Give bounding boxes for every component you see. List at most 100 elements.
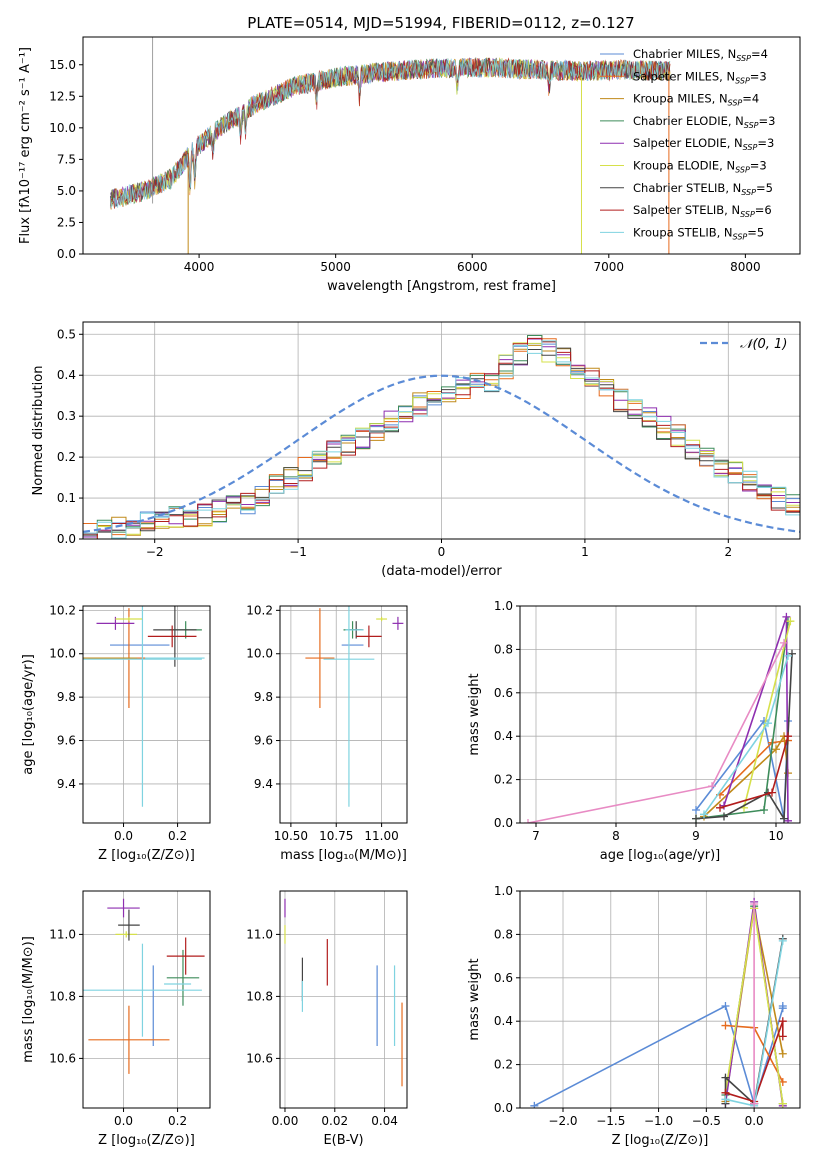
chart-age-vs-mass: 10.50 10.75 11.00 9.4 9.6 9.8 10.0 10.2 mass [lo… bbox=[246, 603, 408, 863]
x-tick-label: −1.5 bbox=[596, 1114, 625, 1128]
spectrum-line-8 bbox=[109, 58, 671, 208]
chart-mass-vs-ebv: 0.00 0.02 0.04 10.6 10.8 11.0 E(B-V) bbox=[246, 890, 408, 1148]
x-tick-label: 10 bbox=[768, 829, 783, 843]
x-tick-label: 0.0 bbox=[114, 829, 133, 843]
errorbars bbox=[305, 606, 404, 807]
x-tick-label: 9 bbox=[692, 829, 700, 843]
y-axis-label: age [log₁₀(age/yr)] bbox=[21, 654, 36, 775]
y-tick-label: 9.6 bbox=[254, 734, 273, 748]
weight-marker bbox=[721, 1021, 730, 1030]
chart-spectrum: 4000 5000 6000 7000 8000 0.0 2.5 5.0 7.5 10.0 12.5… bbox=[18, 36, 801, 294]
y-tick-label: 1.0 bbox=[494, 599, 513, 613]
legend-label: Salpeter STELIB, NSSP=6 bbox=[633, 203, 772, 219]
x-tick-label: 8 bbox=[612, 829, 620, 843]
y-tick-label: 0.0 bbox=[57, 247, 76, 261]
normal-curve bbox=[83, 374, 800, 533]
y-tick-label: 5.0 bbox=[57, 184, 76, 198]
chart-residuals: −2 −1 0 1 2 0.0 0.1 0.2 0.3 0.4 0.5 (data-model)/er… bbox=[31, 321, 801, 579]
legend-label: Kroupa MILES, NSSP=4 bbox=[633, 92, 759, 108]
x-axis-label: E(B-V) bbox=[323, 1133, 363, 1148]
x-axis-label: age [log₁₀(age/yr)] bbox=[600, 848, 721, 863]
weight-line-5 bbox=[743, 621, 792, 808]
histograms bbox=[83, 335, 800, 539]
weight-marker bbox=[768, 788, 776, 797]
y-tick-label: 9.4 bbox=[254, 777, 273, 791]
y-tick-label: 0.8 bbox=[494, 642, 513, 656]
axes-frame bbox=[279, 605, 408, 824]
spectrum-lines bbox=[109, 37, 671, 254]
axes-frame bbox=[82, 605, 211, 824]
x-axis-label: Z [log₁₀(Z/Z⊙)] bbox=[98, 848, 195, 863]
x-tick-label: 0.00 bbox=[272, 1114, 299, 1128]
figure-title: PLATE=0514, MJD=51994, FIBERID=0112, z=0… bbox=[247, 14, 634, 32]
y-tick-label: 10.6 bbox=[246, 1051, 273, 1065]
histogram-3 bbox=[83, 335, 800, 539]
y-axis-label: mass [log₁₀(M/M⊙)] bbox=[21, 936, 36, 1063]
x-tick-label: 0 bbox=[438, 545, 446, 559]
spectrum-legend: Chabrier MILES, NSSP=4 Salpeter MILES, NS… bbox=[600, 47, 775, 241]
axes-frame bbox=[82, 890, 211, 1109]
y-tick-label: 0.2 bbox=[494, 773, 513, 787]
y-tick-label: 0.2 bbox=[494, 1058, 513, 1072]
y-tick-label: 2.5 bbox=[57, 215, 76, 229]
x-axis-label: (data-model)/error bbox=[381, 564, 502, 579]
axes-frame bbox=[82, 321, 801, 540]
legend-label: Salpeter ELODIE, NSSP=3 bbox=[633, 136, 774, 152]
x-axis-label: Z [log₁₀(Z/Z⊙)] bbox=[612, 1133, 709, 1148]
histogram-1 bbox=[83, 335, 800, 539]
y-tick-label: 0.3 bbox=[57, 409, 76, 423]
x-tick-label: 10.50 bbox=[274, 829, 308, 843]
y-tick-label: 9.6 bbox=[57, 734, 76, 748]
y-tick-label: 9.8 bbox=[57, 690, 76, 704]
x-tick-label: 11.00 bbox=[364, 829, 398, 843]
x-tick-label: 5000 bbox=[320, 260, 351, 274]
y-tick-label: 0.4 bbox=[57, 368, 76, 382]
x-tick-label: 4000 bbox=[184, 260, 215, 274]
y-tick-label: 0.6 bbox=[494, 686, 513, 700]
y-tick-label: 15.0 bbox=[49, 58, 76, 72]
weight-marker bbox=[750, 1099, 759, 1108]
x-tick-label: 7 bbox=[532, 829, 540, 843]
y-tick-label: 7.5 bbox=[57, 152, 76, 166]
x-tick-label: 1 bbox=[581, 545, 589, 559]
errorbars bbox=[284, 898, 403, 1087]
weight-marker bbox=[750, 900, 759, 909]
x-tick-label: 0.2 bbox=[168, 1114, 187, 1128]
weight-marker bbox=[780, 814, 788, 823]
x-tick-label: −1.0 bbox=[644, 1114, 673, 1128]
y-tick-label: 10.2 bbox=[246, 603, 273, 617]
spectrum-line-2 bbox=[109, 58, 671, 210]
y-tick-label: 10.8 bbox=[49, 989, 76, 1003]
weight-marker bbox=[708, 782, 716, 791]
legend-label: 𝒩(0, 1) bbox=[740, 337, 787, 352]
y-tick-label: 0.8 bbox=[494, 927, 513, 941]
weight-marker bbox=[530, 1101, 539, 1108]
weight-marker bbox=[772, 745, 780, 754]
errorbars bbox=[83, 898, 205, 1074]
x-tick-label: −0.5 bbox=[692, 1114, 721, 1128]
histogram-8 bbox=[83, 340, 800, 539]
y-tick-label: 9.4 bbox=[57, 777, 76, 791]
x-tick-label: 0.02 bbox=[321, 1114, 348, 1128]
y-tick-label: 0.1 bbox=[57, 491, 76, 505]
weight-line-2 bbox=[703, 733, 789, 818]
legend-label: Salpeter MILES, NSSP=3 bbox=[633, 69, 767, 85]
weight-marker bbox=[778, 1049, 787, 1058]
weight-line-3 bbox=[695, 621, 789, 820]
weight-marker bbox=[721, 1095, 730, 1104]
weight-marker bbox=[760, 805, 768, 814]
panels: 4000 5000 6000 7000 80000.02.55.07.510.012.5… bbox=[18, 36, 801, 1148]
x-tick-label: 10.75 bbox=[319, 829, 353, 843]
weight-marker bbox=[721, 1073, 730, 1082]
y-tick-label: 10.8 bbox=[246, 989, 273, 1003]
chart-mass-vs-z: 0.0 0.2 10.6 10.8 11.0 Z [log₁₀(Z/Z⊙)] mass [l… bbox=[21, 890, 211, 1148]
legend-label: Kroupa STELIB, NSSP=5 bbox=[633, 225, 764, 241]
y-tick-label: 11.0 bbox=[246, 927, 273, 941]
x-tick-label: 0.2 bbox=[168, 829, 187, 843]
y-axis-label: Normed distribution bbox=[31, 366, 46, 496]
chart-age-vs-z: 0.0 0.2 9.4 9.6 9.8 10.0 10.2 Z [log₁₀(Z/Z⊙)] ag… bbox=[21, 603, 211, 863]
axes-frame bbox=[279, 890, 408, 1109]
legend-label: Chabrier ELODIE, NSSP=3 bbox=[633, 114, 775, 130]
y-tick-label: 10.0 bbox=[49, 121, 76, 135]
